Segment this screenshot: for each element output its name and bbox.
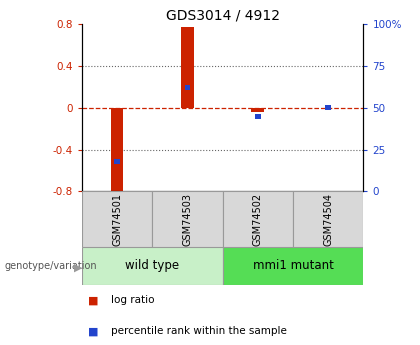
FancyBboxPatch shape [223, 247, 363, 285]
Text: log ratio: log ratio [111, 295, 155, 305]
FancyBboxPatch shape [293, 191, 363, 247]
Bar [255, 114, 260, 119]
Title: GDS3014 / 4912: GDS3014 / 4912 [165, 9, 280, 23]
FancyBboxPatch shape [152, 191, 223, 247]
Bar [181, 27, 194, 108]
Bar [111, 108, 123, 194]
Text: GSM74503: GSM74503 [182, 193, 192, 246]
Text: ■: ■ [88, 295, 99, 305]
Text: GSM74501: GSM74501 [112, 193, 122, 246]
Text: ▶: ▶ [74, 263, 82, 272]
Text: GSM74504: GSM74504 [323, 193, 333, 246]
Text: percentile rank within the sample: percentile rank within the sample [111, 326, 287, 336]
Bar [114, 159, 120, 164]
FancyBboxPatch shape [82, 191, 152, 247]
Text: ■: ■ [88, 326, 99, 336]
Text: mmi1 mutant: mmi1 mutant [252, 259, 333, 272]
FancyBboxPatch shape [82, 247, 223, 285]
Bar [252, 108, 264, 112]
Text: wild type: wild type [125, 259, 179, 272]
FancyBboxPatch shape [223, 191, 293, 247]
Bar [326, 106, 331, 110]
Bar [185, 85, 190, 90]
Text: genotype/variation: genotype/variation [4, 261, 97, 270]
Text: GSM74502: GSM74502 [253, 193, 263, 246]
